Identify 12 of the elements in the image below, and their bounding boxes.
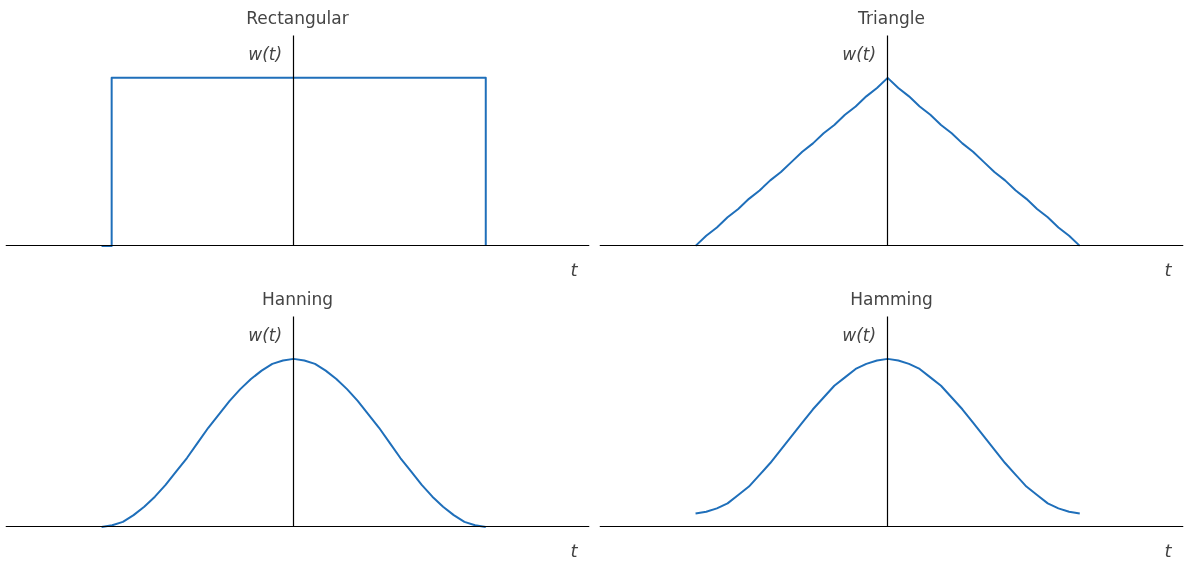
chart-title: Hanning — [261, 288, 334, 309]
x-axis-title: t — [1164, 540, 1173, 562]
x-axis-title: t — [570, 540, 579, 562]
x-axis-title: t — [570, 259, 579, 281]
y-axis-title: w(t) — [842, 325, 877, 346]
y-axis-title: w(t) — [842, 44, 877, 65]
chart-title: Rectangular — [246, 7, 349, 28]
x-axis-title: t — [1164, 259, 1173, 281]
chart-title: Hamming — [850, 288, 933, 309]
y-axis-title: w(t) — [248, 325, 283, 346]
y-axis-title: w(t) — [248, 44, 283, 65]
chart-title: Triangle — [857, 7, 925, 28]
